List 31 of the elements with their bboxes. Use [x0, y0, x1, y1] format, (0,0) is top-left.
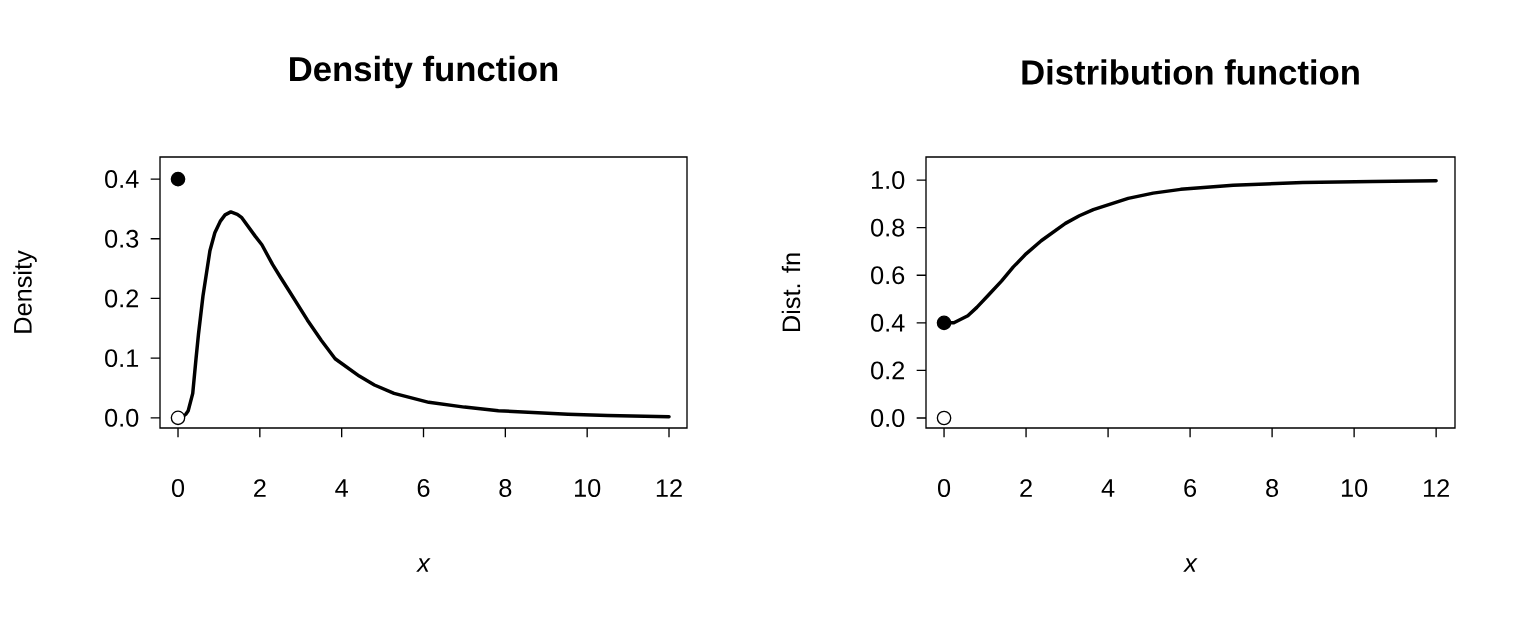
y-axis-title: Density: [13, 250, 37, 333]
x-tick-label: 6: [1184, 479, 1197, 497]
y-axis-title: Dist. fn: [781, 253, 801, 332]
x-tick-label: 8: [499, 479, 512, 497]
y-tick-label: 0.0: [105, 408, 139, 427]
y-tick-label: 0.6: [871, 266, 905, 285]
y-tick-label: 0.2: [105, 289, 139, 308]
y-tick-label: 1.0: [872, 171, 905, 190]
y-tick-label: 0.2: [871, 361, 905, 380]
x-tick-label: 2: [254, 479, 266, 497]
y-tick-label: 0.8: [871, 218, 905, 237]
y-tick-label: 0.4: [105, 170, 139, 189]
x-tick-label: 4: [1101, 479, 1115, 497]
x-tick-label: 12: [656, 479, 682, 497]
x-tick-label: 2: [1020, 479, 1032, 497]
x-tick-label: 6: [417, 479, 430, 497]
y-tick-label: 0.3: [105, 229, 139, 248]
x-tick-label: 4: [335, 479, 348, 497]
y-tick-label: 0.0: [871, 409, 905, 427]
chart-title: Distribution function: [1022, 59, 1359, 85]
y-tick-label: 0.1: [105, 349, 139, 368]
x-tick-label: 0: [937, 479, 951, 497]
x-tick-label: 10: [575, 479, 601, 497]
x-tick-label: 12: [1423, 479, 1449, 497]
x-axis-title: x: [1183, 558, 1198, 572]
x-tick-label: 8: [1266, 479, 1279, 497]
x-axis-title: x: [416, 558, 431, 572]
chart-title: Density function: [290, 55, 558, 89]
y-tick-label: 0.4: [871, 313, 905, 332]
x-tick-label: 0: [171, 479, 185, 497]
x-tick-label: 10: [1341, 479, 1368, 497]
